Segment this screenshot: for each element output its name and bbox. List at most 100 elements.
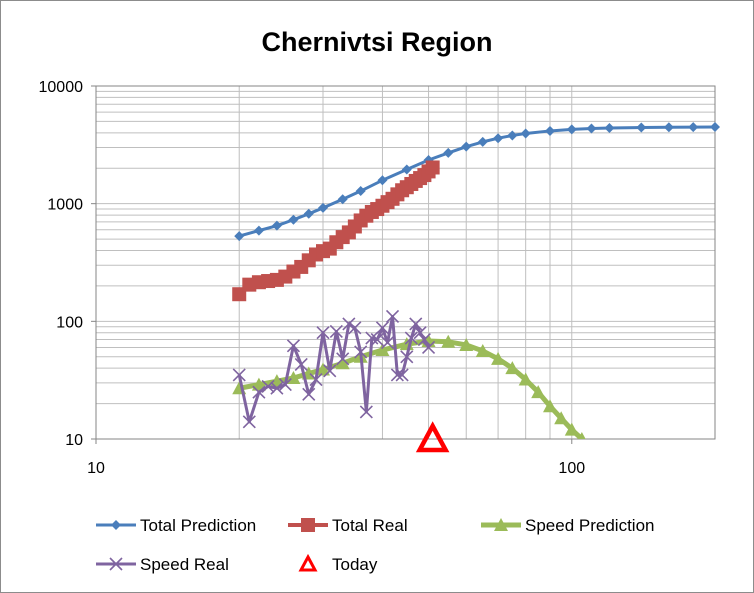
data-point	[459, 337, 474, 351]
data-point	[232, 368, 246, 382]
data-point	[323, 364, 337, 378]
data-point	[543, 399, 558, 413]
data-point	[302, 387, 316, 401]
data-point	[337, 194, 348, 205]
data-point	[710, 122, 720, 133]
data-point	[417, 332, 431, 347]
data-point	[303, 208, 314, 219]
y-tick-label: 10000	[39, 79, 84, 96]
legend-marker	[301, 518, 315, 532]
data-point	[335, 356, 350, 370]
data-point	[425, 160, 440, 175]
legend-item: Total Real	[288, 516, 408, 535]
data-point	[461, 141, 472, 152]
data-point	[375, 321, 390, 335]
plot-area-border	[95, 85, 716, 440]
data-point	[251, 377, 266, 391]
series-total-prediction	[234, 122, 720, 242]
data-point	[566, 124, 577, 135]
legend-item: Speed Prediction	[481, 516, 654, 535]
data-point	[370, 332, 384, 347]
legend-marker	[111, 520, 121, 530]
data-point	[554, 411, 569, 425]
legend-label: Today	[332, 555, 378, 574]
data-point	[318, 202, 329, 213]
data-point	[316, 362, 331, 376]
series-speed-prediction	[232, 334, 598, 453]
data-point	[586, 123, 597, 134]
data-point	[531, 385, 546, 399]
data-point	[475, 343, 490, 357]
data-point	[359, 405, 373, 419]
legend-label: Total Prediction	[140, 516, 256, 535]
data-point	[271, 220, 282, 231]
y-tick-label: 1000	[47, 197, 83, 214]
legend-marker	[109, 557, 123, 571]
data-point	[518, 372, 533, 386]
series-layer	[232, 122, 720, 453]
data-point	[316, 326, 330, 340]
legend-item: Speed Real	[96, 555, 229, 574]
series-today	[415, 421, 450, 453]
data-point	[270, 381, 284, 395]
tick-labels: 10 100 1000 10000 10 100	[39, 79, 586, 477]
grid-layer	[96, 86, 715, 439]
x-tick-label: 100	[558, 460, 585, 477]
data-point	[385, 309, 400, 324]
data-point	[377, 175, 388, 186]
data-point	[234, 231, 245, 242]
y-tick-label: 100	[56, 314, 83, 331]
data-point	[380, 336, 395, 350]
data-point	[404, 331, 418, 345]
data-point	[365, 331, 379, 345]
data-point	[564, 422, 579, 436]
data-point	[443, 147, 454, 158]
y-tick-label: 10	[65, 432, 83, 449]
data-point	[545, 125, 556, 136]
data-point	[491, 351, 506, 365]
data-point	[493, 133, 504, 144]
data-point	[395, 368, 409, 382]
data-point	[520, 128, 531, 139]
series-total-real	[232, 160, 440, 302]
data-point	[663, 122, 674, 133]
data-point	[401, 164, 412, 175]
data-point	[441, 334, 456, 348]
legend-label: Speed Real	[140, 555, 229, 574]
legend-marker	[298, 553, 318, 572]
data-point	[278, 378, 292, 392]
data-point	[329, 324, 343, 339]
series-speed-real	[232, 309, 436, 429]
data-point	[409, 317, 423, 331]
data-point	[477, 136, 488, 147]
data-point	[584, 440, 598, 453]
data-point	[286, 339, 301, 353]
data-point	[421, 340, 436, 355]
data-point	[336, 352, 350, 366]
series-line	[238, 125, 716, 238]
chart-title: Chernivtsi Region	[261, 27, 492, 57]
legend-item: Total Prediction	[96, 516, 256, 535]
legend-label: Speed Prediction	[525, 516, 654, 535]
data-point	[375, 343, 390, 357]
data-point	[400, 350, 414, 364]
legend-item: Today	[298, 553, 378, 574]
legend-label: Total Real	[332, 516, 408, 535]
data-point	[507, 130, 518, 141]
data-point	[253, 225, 264, 236]
data-point	[355, 186, 366, 197]
data-point	[578, 432, 586, 439]
data-point	[390, 368, 404, 382]
data-point	[294, 357, 308, 372]
data-point	[309, 372, 323, 387]
data-point	[288, 214, 299, 225]
data-point	[342, 317, 356, 331]
x-tick-label: 10	[87, 460, 105, 477]
data-point	[413, 326, 427, 340]
data-point	[505, 361, 520, 375]
data-point	[354, 345, 368, 359]
plot-border	[95, 85, 716, 440]
data-point	[415, 421, 450, 453]
